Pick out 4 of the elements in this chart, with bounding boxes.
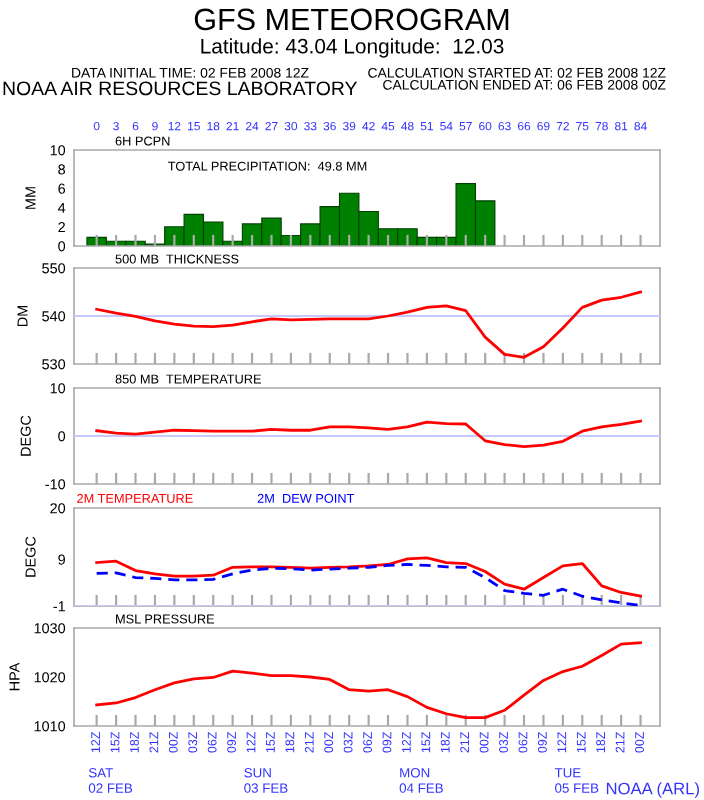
text: NOAA (ARL) (606, 782, 699, 798)
text: NOAA AIR RESOURCES LABORATORY (3, 81, 358, 96)
chart-subtitle: Latitude: 43.04 Longitude: 12.03 (201, 38, 504, 58)
chart-title: GFS METEOROGRAM (194, 8, 509, 31)
